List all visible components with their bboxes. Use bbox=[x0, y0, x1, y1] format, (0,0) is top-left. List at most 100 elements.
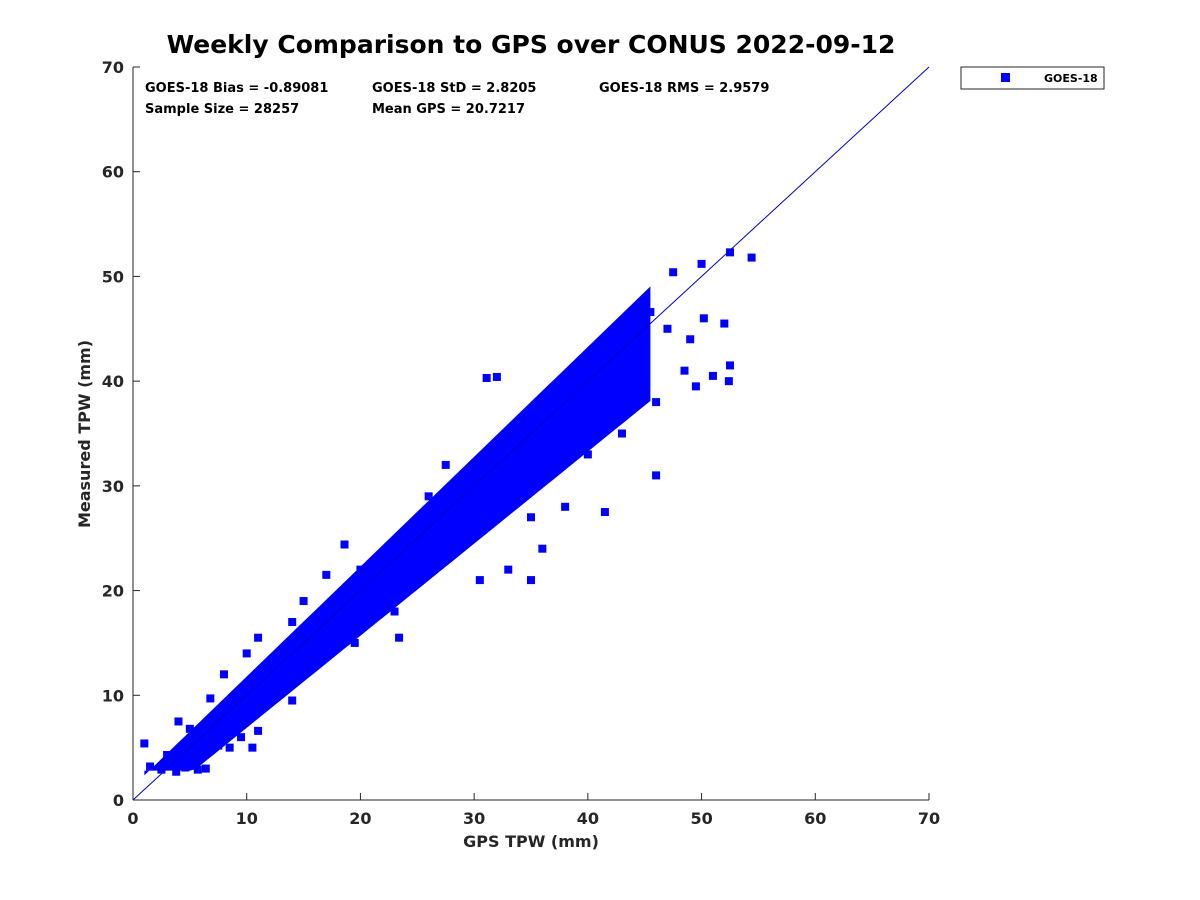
y-tick-label: 70 bbox=[102, 58, 124, 77]
data-point bbox=[424, 492, 433, 501]
data-point bbox=[219, 670, 228, 679]
data-point bbox=[193, 765, 202, 774]
data-point bbox=[265, 680, 274, 689]
x-tick-label: 10 bbox=[236, 809, 258, 828]
data-point bbox=[174, 717, 183, 726]
data-point bbox=[214, 741, 223, 750]
data-point bbox=[561, 403, 570, 412]
data-point bbox=[340, 540, 349, 549]
data-point bbox=[726, 248, 734, 257]
x-tick-label: 50 bbox=[690, 809, 712, 828]
y-tick-label: 40 bbox=[102, 372, 124, 391]
point-cloud-area bbox=[144, 286, 651, 776]
stat-sample-size: Sample Size = 28257 bbox=[145, 102, 299, 117]
data-point bbox=[288, 696, 297, 705]
y-tick-label: 60 bbox=[102, 163, 124, 182]
data-point bbox=[699, 314, 708, 323]
data-point bbox=[680, 366, 689, 375]
x-tick-label: 20 bbox=[349, 809, 371, 828]
data-point bbox=[225, 743, 234, 752]
data-point bbox=[726, 361, 734, 370]
one-to-one-reference-line bbox=[132, 66, 930, 801]
data-point bbox=[254, 726, 263, 735]
y-axis-label: Measured TPW (mm) bbox=[75, 340, 94, 528]
x-tick-label: 60 bbox=[804, 809, 826, 828]
data-point bbox=[617, 429, 626, 438]
data-point bbox=[288, 617, 297, 626]
data-point bbox=[515, 434, 524, 443]
x-axis-label: GPS TPW (mm) bbox=[463, 832, 599, 851]
y-axis-ticks: 0 10 20 30 40 50 60 70 bbox=[102, 58, 140, 810]
data-point bbox=[299, 597, 308, 606]
plot-axes bbox=[132, 67, 929, 801]
data-point bbox=[276, 656, 285, 665]
data-point bbox=[578, 356, 587, 365]
data-point bbox=[595, 403, 604, 412]
data-point bbox=[441, 460, 450, 469]
data-point bbox=[390, 607, 399, 616]
x-tick-label: 40 bbox=[577, 809, 599, 828]
data-point bbox=[527, 513, 535, 522]
x-tick-label: 30 bbox=[463, 809, 485, 828]
legend-entry-goes-18: GOES-18 bbox=[1044, 72, 1098, 85]
data-point bbox=[379, 549, 388, 558]
x-axis-ticks: 0 10 20 30 40 50 60 70 bbox=[127, 793, 940, 828]
data-point bbox=[538, 544, 547, 553]
data-point bbox=[652, 471, 661, 480]
data-point bbox=[492, 372, 501, 381]
data-point bbox=[724, 377, 733, 386]
data-point bbox=[697, 259, 706, 268]
data-point bbox=[747, 253, 756, 262]
data-point bbox=[350, 638, 359, 647]
y-tick-label: 30 bbox=[102, 477, 124, 496]
data-point bbox=[322, 570, 331, 579]
data-point bbox=[436, 560, 445, 569]
data-point bbox=[163, 750, 172, 759]
x-tick-label: 70 bbox=[918, 809, 940, 828]
y-tick-label: 10 bbox=[102, 686, 124, 705]
data-point bbox=[504, 565, 513, 574]
data-point bbox=[157, 765, 166, 774]
data-point bbox=[652, 398, 661, 407]
data-point bbox=[629, 330, 638, 339]
data-point bbox=[181, 763, 190, 772]
x-tick-label: 0 bbox=[127, 809, 138, 828]
data-point bbox=[248, 743, 257, 752]
y-tick-label: 20 bbox=[102, 582, 124, 601]
scatter-points bbox=[140, 248, 756, 776]
data-point bbox=[185, 724, 194, 733]
legend-marker-square bbox=[1001, 73, 1010, 82]
legend-box bbox=[960, 66, 1105, 90]
stat-bias: GOES-18 Bias = -0.89081 bbox=[145, 81, 328, 96]
data-point bbox=[316, 644, 325, 653]
data-point bbox=[453, 534, 462, 543]
data-point bbox=[140, 739, 149, 748]
data-point bbox=[367, 597, 376, 606]
data-point bbox=[356, 565, 365, 574]
data-point bbox=[669, 268, 678, 277]
data-point bbox=[583, 450, 592, 459]
data-point bbox=[172, 767, 181, 776]
point-density-cloud bbox=[144, 286, 651, 776]
y-tick-label: 0 bbox=[113, 791, 124, 810]
data-point bbox=[663, 324, 672, 333]
data-point bbox=[333, 617, 342, 626]
data-point bbox=[201, 764, 210, 773]
data-point bbox=[606, 345, 615, 354]
stat-rms: GOES-18 RMS = 2.9579 bbox=[599, 81, 769, 96]
stat-std: GOES-18 StD = 2.8205 bbox=[372, 81, 536, 96]
data-point bbox=[646, 308, 655, 317]
data-point bbox=[206, 694, 215, 703]
data-point bbox=[482, 374, 491, 383]
data-point bbox=[254, 633, 263, 642]
data-point bbox=[242, 649, 251, 658]
data-point bbox=[691, 382, 700, 391]
data-point bbox=[475, 576, 484, 585]
data-point bbox=[146, 762, 155, 771]
data-point bbox=[686, 335, 695, 344]
data-point bbox=[708, 371, 717, 380]
data-point bbox=[395, 633, 404, 642]
data-point bbox=[527, 576, 535, 585]
data-point bbox=[470, 476, 479, 485]
